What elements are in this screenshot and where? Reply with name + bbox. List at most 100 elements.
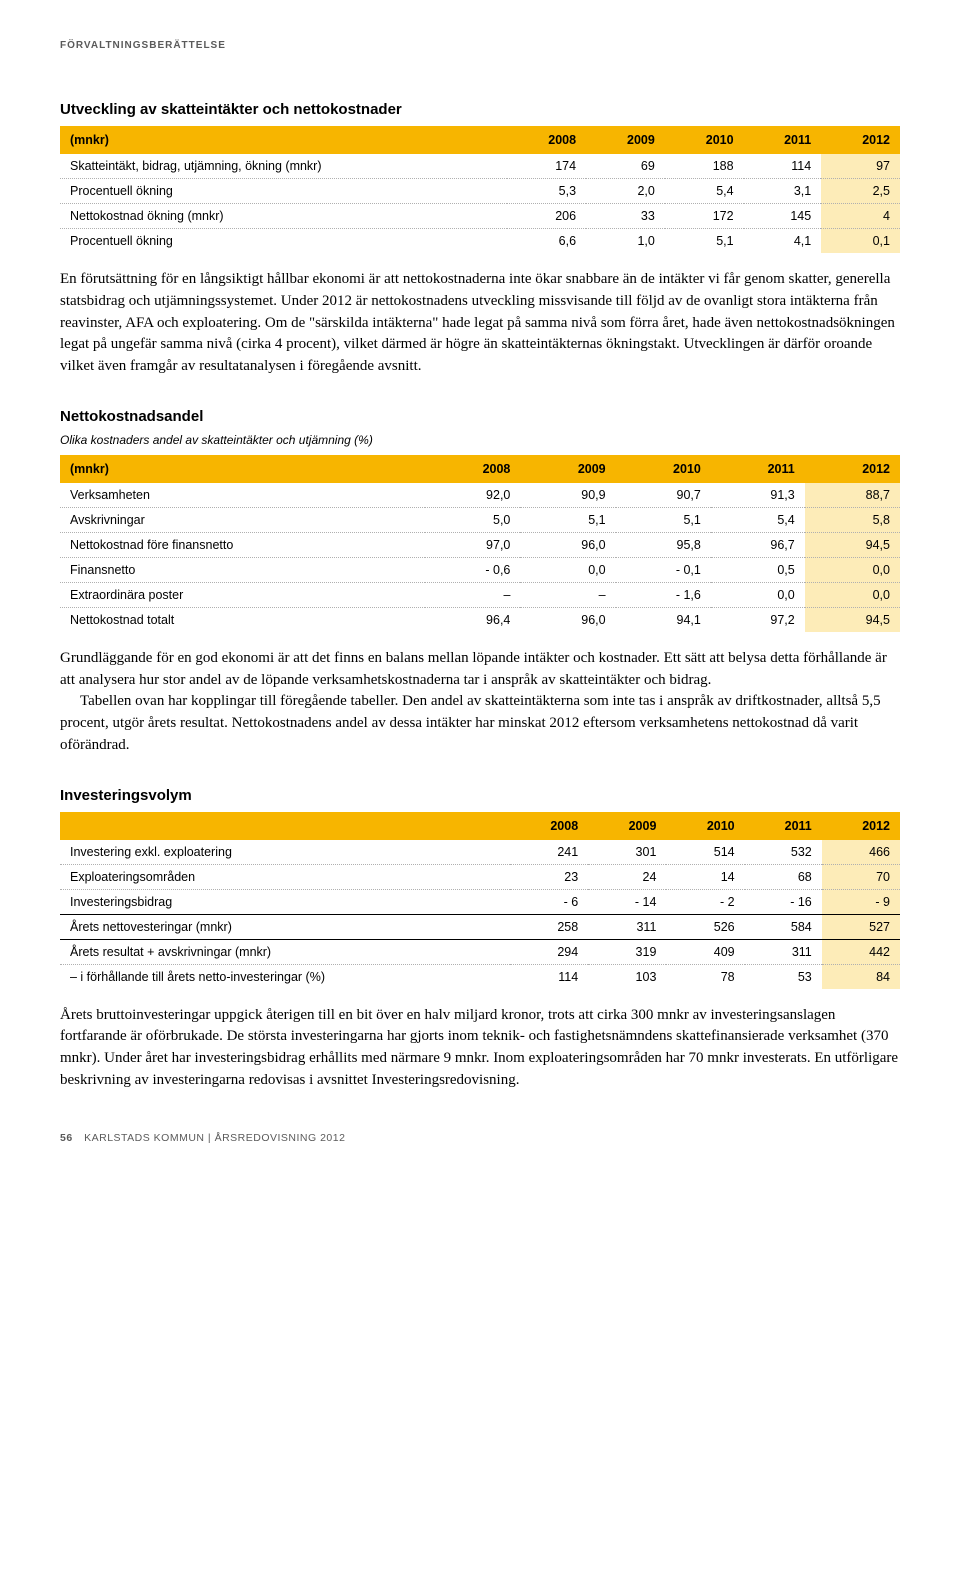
table-cell: Procentuell ökning [60,179,507,204]
table-cell: Nettokostnad totalt [60,607,425,632]
table-row: Verksamheten92,090,990,791,388,7 [60,483,900,508]
table-cell: 584 [745,914,822,939]
table-row: Årets resultat + avskrivningar (mnkr)294… [60,939,900,964]
table-cell: 172 [665,204,744,229]
table-cell: Investeringsbidrag [60,889,510,914]
table-cell: - 16 [745,889,822,914]
table-cell: 241 [510,840,588,865]
section3-title: Investeringsvolym [60,787,900,804]
table-cell: 188 [665,154,744,179]
table-header-cell: 2012 [822,812,900,840]
table-cell: 258 [510,914,588,939]
page-footer: 56 KARLSTADS KOMMUN | ÅRSREDOVISNING 201… [60,1132,900,1144]
table-cell: 409 [666,939,744,964]
table-row: Nettokostnad före finansnetto97,096,095,… [60,532,900,557]
page-number: 56 [60,1132,73,1144]
table-cell: – [425,582,520,607]
table-header-cell: 2009 [588,812,666,840]
table-cell: 2,0 [586,179,665,204]
table-header-cell: 2011 [745,812,822,840]
table-nettokostnadsandel: (mnkr)20082009201020112012 Verksamheten9… [60,455,900,632]
table-cell: 0,0 [711,582,805,607]
table-header-cell: 2008 [510,812,588,840]
table-cell: 96,7 [711,532,805,557]
table-cell: 23 [510,864,588,889]
table-cell: – [520,582,615,607]
section1-text: En förutsättning för en långsiktigt håll… [60,269,900,378]
table-cell: - 9 [822,889,900,914]
table-cell: 526 [666,914,744,939]
table-cell: 6,6 [507,229,586,254]
table-header-cell: 2008 [507,126,586,154]
table-cell: 145 [744,204,822,229]
table-cell: 94,5 [805,532,900,557]
table-cell: 78 [666,964,744,989]
section2-title: Nettokostnadsandel [60,408,900,425]
table-row: Extraordinära poster––- 1,60,00,0 [60,582,900,607]
table-cell: 94,1 [616,607,711,632]
table-cell: 114 [510,964,588,989]
section3-text: Årets bruttoinvesteringar uppgick återig… [60,1005,900,1092]
table-cell: Årets resultat + avskrivningar (mnkr) [60,939,510,964]
table-cell: Investering exkl. exploatering [60,840,510,865]
table-row: Finansnetto- 0,60,0- 0,10,50,0 [60,557,900,582]
table-cell: 97,2 [711,607,805,632]
table-cell: 311 [745,939,822,964]
table-cell: 1,0 [586,229,665,254]
table-cell: 96,4 [425,607,520,632]
table-cell: 2,5 [821,179,900,204]
footer-text: KARLSTADS KOMMUN | ÅRSREDOVISNING 2012 [84,1132,345,1144]
table-cell: 174 [507,154,586,179]
table-cell: 103 [588,964,666,989]
table-cell: 3,1 [744,179,822,204]
table-row: Investering exkl. exploatering2413015145… [60,840,900,865]
table-header-cell: (mnkr) [60,455,425,483]
table-cell: 301 [588,840,666,865]
table-header-cell: 2008 [425,455,520,483]
table-header-cell [60,812,510,840]
table-cell: 91,3 [711,483,805,508]
table-header-cell: 2011 [711,455,805,483]
table-row: Procentuell ökning5,32,05,43,12,5 [60,179,900,204]
table-cell: 14 [666,864,744,889]
table-cell: - 1,6 [616,582,711,607]
table-cell: Skatteintäkt, bidrag, utjämning, ökning … [60,154,507,179]
table-row: Exploateringsområden2324146870 [60,864,900,889]
table-cell: Extraordinära poster [60,582,425,607]
table-skatteintakter: (mnkr)20082009201020112012 Skatteintäkt,… [60,126,900,253]
page-header: FÖRVALTNINGSBERÄTTELSE [60,40,900,51]
table-cell: Exploateringsområden [60,864,510,889]
table-cell: - 2 [666,889,744,914]
table-cell: 88,7 [805,483,900,508]
table-cell: 514 [666,840,744,865]
table-cell: 0,0 [805,557,900,582]
table-row: Nettokostnad totalt96,496,094,197,294,5 [60,607,900,632]
table-cell: 532 [745,840,822,865]
table-cell: 114 [744,154,822,179]
table-cell: 206 [507,204,586,229]
table-cell: 0,0 [805,582,900,607]
table-cell: 5,8 [805,507,900,532]
table-cell: 0,5 [711,557,805,582]
table-cell: Nettokostnad ökning (mnkr) [60,204,507,229]
table-cell: 294 [510,939,588,964]
table-header-cell: 2010 [666,812,744,840]
table-cell: 527 [822,914,900,939]
table-cell: 53 [745,964,822,989]
table-cell: 70 [822,864,900,889]
table-cell: 97,0 [425,532,520,557]
table-cell: Nettokostnad före finansnetto [60,532,425,557]
table-cell: Verksamheten [60,483,425,508]
table-cell: 69 [586,154,665,179]
table-cell: 84 [822,964,900,989]
table-cell: 95,8 [616,532,711,557]
table-cell: 4,1 [744,229,822,254]
section2-text: Grundläggande för en god ekonomi är att … [60,648,900,757]
table-cell: 5,0 [425,507,520,532]
table-cell: 5,1 [665,229,744,254]
table-cell: - 6 [510,889,588,914]
table-cell: 5,1 [520,507,615,532]
table-cell: – i förhållande till årets netto-investe… [60,964,510,989]
table-cell: 94,5 [805,607,900,632]
table-cell: 90,9 [520,483,615,508]
